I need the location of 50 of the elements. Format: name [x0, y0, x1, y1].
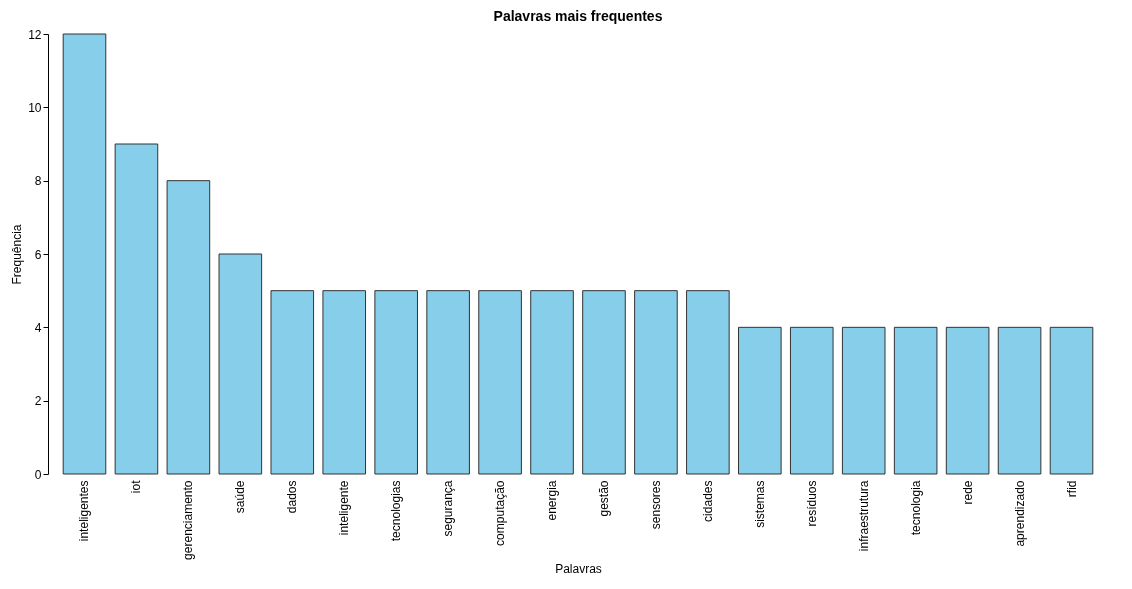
bar: [582, 290, 626, 475]
bar: [945, 326, 990, 475]
bar: [997, 326, 1042, 475]
bar: [114, 143, 159, 475]
bar: [1049, 326, 1094, 475]
y-tick-label: 2: [34, 394, 42, 409]
y-tick-label: 0: [34, 467, 42, 482]
x-tick-label: gerenciamento: [181, 480, 196, 560]
y-axis-title: Frequência: [10, 224, 25, 285]
y-tick-label: 12: [28, 27, 42, 42]
chart-title: Palavras mais frequentes: [493, 8, 663, 24]
bar: [426, 290, 470, 475]
x-tick-label: gestão: [596, 480, 611, 517]
bar: [270, 290, 315, 475]
y-tick-label: 4: [34, 320, 42, 335]
y-tick-label: 8: [34, 174, 42, 189]
x-tick-label: aprendizado: [1012, 480, 1027, 547]
x-tick-label: computação: [493, 480, 508, 546]
x-tick-label: infraestrutura: [856, 480, 871, 552]
bar: [634, 290, 678, 475]
x-tick-label: rfid: [1064, 480, 1079, 498]
x-tick-label: cidades: [700, 480, 715, 522]
x-tick-label: energia: [545, 480, 560, 521]
bar: [322, 290, 367, 475]
bar: [893, 326, 938, 475]
x-tick-label: resíduos: [804, 480, 819, 527]
bar: [62, 33, 107, 475]
x-tick-label: rede: [960, 480, 975, 505]
bar: [478, 290, 522, 475]
y-tick-label: 6: [34, 247, 42, 262]
x-tick-label: iot: [129, 479, 144, 494]
x-tick-label: saúde: [233, 480, 248, 514]
x-tick-label: tecnologias: [389, 480, 404, 542]
bar: [738, 326, 782, 475]
x-tick-label: sensores: [648, 480, 663, 530]
x-tick-label: sistemas: [752, 480, 767, 528]
bar: [530, 290, 574, 475]
x-axis-title: Palavras: [555, 561, 602, 576]
x-tick-label: dados: [285, 480, 300, 514]
bar: [841, 326, 886, 475]
bar: [218, 253, 263, 475]
x-tick-label: segurança: [441, 480, 456, 537]
x-tick-label: tecnologia: [908, 480, 923, 536]
bar: [166, 180, 211, 475]
bar: [374, 290, 418, 475]
x-tick-label: inteligente: [337, 480, 352, 536]
bar: [789, 326, 834, 475]
bar: [686, 290, 730, 475]
x-tick-label: inteligentes: [77, 480, 92, 542]
y-tick-label: 10: [28, 100, 42, 115]
